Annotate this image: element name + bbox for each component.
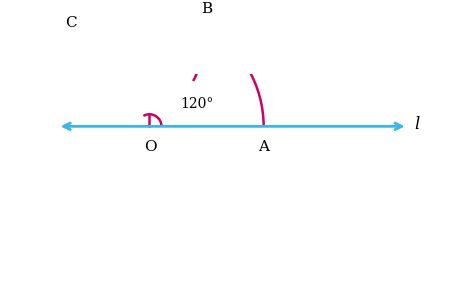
Text: 120°: 120° [180, 97, 214, 111]
Text: A: A [258, 140, 269, 153]
Text: l: l [414, 116, 419, 133]
Text: B: B [201, 2, 212, 16]
Text: O: O [144, 140, 157, 153]
Text: C: C [65, 16, 77, 30]
